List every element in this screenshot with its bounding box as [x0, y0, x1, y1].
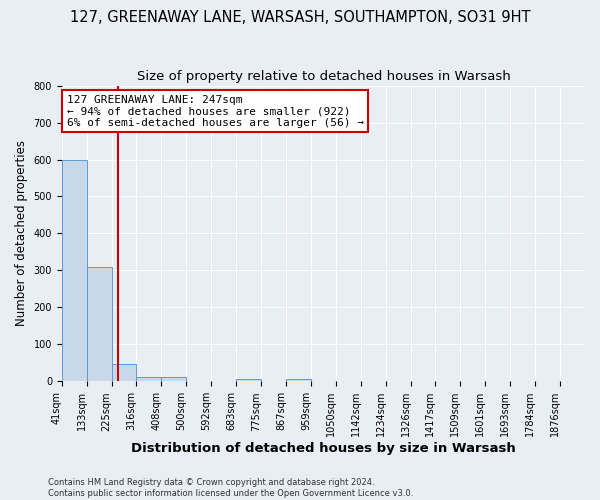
Bar	[136, 377, 161, 382]
Bar	[286, 380, 311, 382]
Text: Contains HM Land Registry data © Crown copyright and database right 2024.
Contai: Contains HM Land Registry data © Crown c…	[48, 478, 413, 498]
Text: 127, GREENAWAY LANE, WARSASH, SOUTHAMPTON, SO31 9HT: 127, GREENAWAY LANE, WARSASH, SOUTHAMPTO…	[70, 10, 530, 25]
Text: 127 GREENAWAY LANE: 247sqm
← 94% of detached houses are smaller (922)
6% of semi: 127 GREENAWAY LANE: 247sqm ← 94% of deta…	[67, 95, 364, 128]
Y-axis label: Number of detached properties: Number of detached properties	[15, 140, 28, 326]
Bar	[236, 380, 261, 382]
Title: Size of property relative to detached houses in Warsash: Size of property relative to detached ho…	[137, 70, 510, 83]
Bar	[87, 266, 112, 382]
Bar	[62, 160, 87, 382]
Bar	[161, 377, 187, 382]
X-axis label: Distribution of detached houses by size in Warsash: Distribution of detached houses by size …	[131, 442, 516, 455]
Bar	[112, 364, 136, 382]
